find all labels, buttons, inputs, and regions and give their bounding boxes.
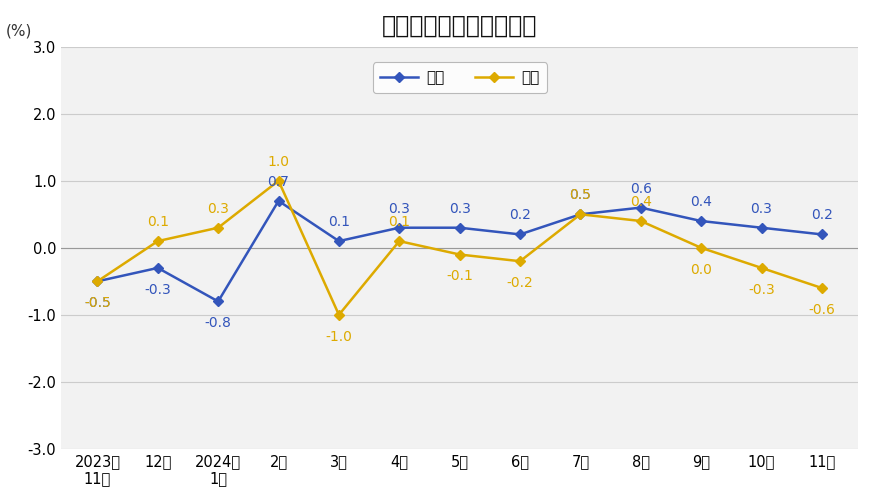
同比 xyxy=(273,198,283,204)
Title: 全国居民消费价格涨跌幅: 全国居民消费价格涨跌幅 xyxy=(382,14,537,38)
同比 xyxy=(636,204,646,210)
同比 xyxy=(756,224,766,230)
Text: 0.3: 0.3 xyxy=(751,202,773,215)
Text: 0.2: 0.2 xyxy=(811,208,833,222)
Text: -0.5: -0.5 xyxy=(84,296,111,310)
Text: -0.6: -0.6 xyxy=(808,303,835,317)
环比 xyxy=(92,278,103,284)
Text: 0.3: 0.3 xyxy=(388,202,410,215)
Text: -0.2: -0.2 xyxy=(507,276,534,290)
Text: 0.5: 0.5 xyxy=(569,188,591,202)
Line: 环比: 环比 xyxy=(93,177,826,318)
环比 xyxy=(636,218,646,224)
Legend: 同比, 环比: 同比, 环比 xyxy=(372,62,547,92)
环比 xyxy=(334,312,344,318)
同比 xyxy=(454,224,465,230)
同比 xyxy=(334,238,344,244)
Text: 0.7: 0.7 xyxy=(268,175,290,189)
Text: 0.6: 0.6 xyxy=(630,182,651,196)
Text: 0.0: 0.0 xyxy=(691,262,712,276)
同比 xyxy=(394,224,405,230)
Text: 0.1: 0.1 xyxy=(328,215,350,229)
环比 xyxy=(514,258,525,264)
Text: 0.3: 0.3 xyxy=(449,202,471,215)
Text: 0.5: 0.5 xyxy=(569,188,591,202)
环比 xyxy=(756,265,766,271)
Text: 1.0: 1.0 xyxy=(268,154,290,168)
环比 xyxy=(153,238,163,244)
环比 xyxy=(817,285,828,291)
同比 xyxy=(817,232,828,237)
环比 xyxy=(273,178,283,184)
同比 xyxy=(696,218,706,224)
环比 xyxy=(394,238,405,244)
同比 xyxy=(92,278,103,284)
Text: -0.3: -0.3 xyxy=(748,282,775,296)
Text: -0.5: -0.5 xyxy=(84,296,111,310)
Text: (%): (%) xyxy=(5,24,31,38)
Text: 0.1: 0.1 xyxy=(146,215,169,229)
同比 xyxy=(153,265,163,271)
Text: 0.1: 0.1 xyxy=(388,215,411,229)
同比 xyxy=(213,298,223,304)
同比 xyxy=(514,232,525,237)
Line: 同比: 同比 xyxy=(93,197,826,305)
环比 xyxy=(454,252,465,258)
Text: 0.4: 0.4 xyxy=(630,195,651,209)
Text: 0.3: 0.3 xyxy=(208,202,229,215)
环比 xyxy=(576,212,586,218)
Text: 0.4: 0.4 xyxy=(691,195,712,209)
Text: 0.2: 0.2 xyxy=(509,208,531,222)
Text: -0.3: -0.3 xyxy=(145,282,171,296)
Text: -0.8: -0.8 xyxy=(205,316,232,330)
Text: -0.1: -0.1 xyxy=(446,270,473,283)
环比 xyxy=(213,224,223,230)
同比 xyxy=(576,212,586,218)
环比 xyxy=(696,245,706,251)
Text: -1.0: -1.0 xyxy=(325,330,352,344)
